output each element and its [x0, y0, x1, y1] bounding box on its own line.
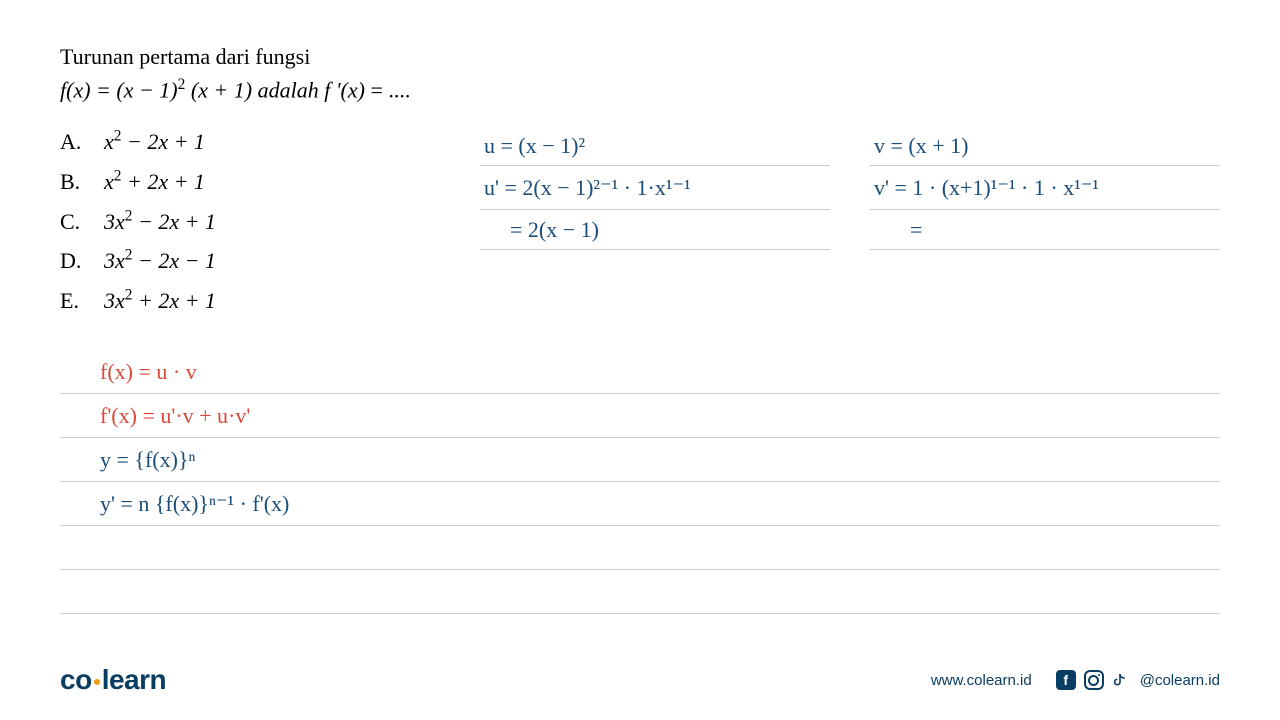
option-a: A. x2 − 2x + 1 [60, 122, 440, 162]
hand-u-line2: u' = 2(x − 1)²⁻¹ · 1·x¹⁻¹ [480, 166, 830, 210]
handwork-v: v = (x + 1) v' = 1 · (x+1)¹⁻¹ · 1 · x¹⁻¹… [870, 126, 1220, 320]
handwork-u: u = (x − 1)² u' = 2(x − 1)²⁻¹ · 1·x¹⁻¹ =… [480, 126, 830, 320]
work-line1: f(x) = u · v [60, 350, 1220, 394]
instagram-icon [1084, 670, 1104, 690]
footer: colearn www.colearn.id f @colearn.id [0, 664, 1280, 696]
work-line4: y' = n {f(x)}ⁿ⁻¹ · f'(x) [60, 482, 1220, 526]
facebook-icon: f [1056, 670, 1076, 690]
footer-url: www.colearn.id [931, 672, 1032, 689]
answer-options: A. x2 − 2x + 1 B. x2 + 2x + 1 C. 3x2 − 2… [60, 122, 440, 320]
social-handle: @colearn.id [1140, 672, 1220, 689]
question-text: Turunan pertama dari fungsi f(x) = (x − … [60, 40, 1220, 106]
hand-v-line2: v' = 1 · (x+1)¹⁻¹ · 1 · x¹⁻¹ [870, 166, 1220, 210]
option-c: C. 3x2 − 2x + 1 [60, 202, 440, 242]
brand-logo: colearn [60, 664, 166, 696]
work-line2: f'(x) = u'·v + u·v' [60, 394, 1220, 438]
work-line-empty2 [60, 570, 1220, 614]
hand-u-line3: = 2(x − 1) [480, 210, 830, 250]
social-links: f @colearn.id [1056, 670, 1220, 690]
option-e: E. 3x2 + 2x + 1 [60, 281, 440, 321]
option-d: D. 3x2 − 2x − 1 [60, 241, 440, 281]
work-line-empty1 [60, 526, 1220, 570]
logo-dot-icon [92, 677, 100, 685]
question-line2: f(x) = (x − 1)2 (x + 1) adalah f '(x) = … [60, 73, 1220, 106]
tiktok-icon [1112, 670, 1132, 690]
work-line3: y = {f(x)}ⁿ [60, 438, 1220, 482]
work-section: f(x) = u · v f'(x) = u'·v + u·v' y = {f(… [60, 350, 1220, 614]
hand-u-line1: u = (x − 1)² [480, 126, 830, 166]
hand-v-line1: v = (x + 1) [870, 126, 1220, 166]
hand-v-line3: = [870, 210, 1220, 250]
option-b: B. x2 + 2x + 1 [60, 162, 440, 202]
question-line1: Turunan pertama dari fungsi [60, 40, 1220, 73]
